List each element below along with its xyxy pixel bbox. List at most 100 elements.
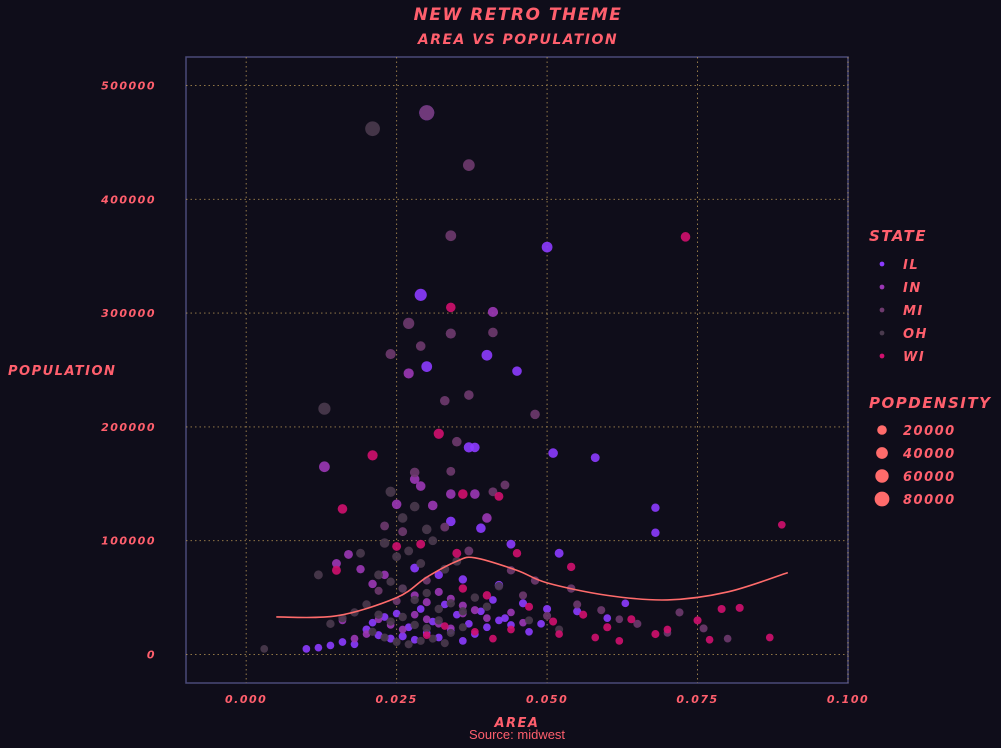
y-tick-label: 400000 xyxy=(100,193,156,206)
data-point-mi xyxy=(633,619,642,628)
legend-size-swatch xyxy=(876,447,888,459)
data-point-mi xyxy=(403,317,415,329)
x-tick-label: 0.025 xyxy=(375,693,417,706)
data-point-oh xyxy=(440,564,450,574)
data-point-oh xyxy=(434,604,443,614)
data-point-in xyxy=(409,474,420,485)
data-point-oh xyxy=(397,513,408,523)
data-point-il xyxy=(651,503,660,512)
data-point-mi xyxy=(415,341,426,351)
data-point-wi xyxy=(705,635,714,644)
data-point-wi xyxy=(512,549,522,558)
data-point-wi xyxy=(735,603,744,612)
y-tick-label: 0 xyxy=(147,649,156,662)
data-point-oh xyxy=(404,640,413,649)
data-point-wi xyxy=(680,232,691,242)
data-point-mi xyxy=(488,487,498,497)
legend-state-label: WI xyxy=(903,350,925,365)
data-point-mi xyxy=(518,591,528,600)
data-point-in xyxy=(391,499,402,510)
data-point-mi xyxy=(452,436,462,447)
data-point-mi xyxy=(675,608,684,617)
data-point-wi xyxy=(367,450,378,461)
data-point-il xyxy=(543,604,552,614)
data-point-wi xyxy=(416,539,426,549)
data-point-oh xyxy=(494,582,504,591)
data-point-mi xyxy=(440,522,450,532)
data-point-oh xyxy=(398,612,407,622)
legend-state-label: IN xyxy=(903,281,922,296)
data-point-in xyxy=(362,630,371,638)
data-point-oh xyxy=(404,546,414,556)
data-point-wi xyxy=(555,630,563,638)
legend-size-swatch xyxy=(877,425,887,435)
data-point-il xyxy=(434,633,443,642)
data-point-wi xyxy=(525,602,534,611)
data-point-il xyxy=(590,453,600,463)
data-point-mi xyxy=(398,527,408,537)
legend-state-swatch xyxy=(879,353,885,359)
data-point-mi xyxy=(500,480,510,490)
data-point-wi xyxy=(765,633,774,642)
data-point-il xyxy=(477,607,485,616)
data-point-il xyxy=(501,614,509,622)
data-point-mi xyxy=(380,521,390,531)
data-point-in xyxy=(487,306,499,318)
x-axis-label: AREA xyxy=(493,716,539,731)
data-point-il xyxy=(537,619,545,628)
data-point-il xyxy=(452,610,461,619)
data-point-in xyxy=(398,625,407,634)
data-point-oh xyxy=(410,620,419,630)
legend-state-swatch xyxy=(879,330,885,336)
data-point-il xyxy=(465,619,473,628)
legend-state-swatch xyxy=(879,307,885,313)
data-point-wi xyxy=(566,562,576,572)
data-point-oh xyxy=(434,616,443,625)
data-point-wi xyxy=(663,625,672,634)
data-point-wi xyxy=(615,637,624,645)
data-point-oh xyxy=(338,613,347,623)
data-point-wi xyxy=(337,504,348,514)
y-tick-label: 200000 xyxy=(101,421,156,434)
data-point-in xyxy=(482,513,492,523)
data-point-oh xyxy=(318,402,331,415)
data-point-oh xyxy=(379,538,390,548)
data-point-wi xyxy=(422,631,431,640)
data-point-il xyxy=(326,641,335,650)
data-point-mi xyxy=(573,600,582,609)
data-point-in xyxy=(483,614,491,622)
data-point-il xyxy=(410,635,419,644)
data-point-wi xyxy=(591,633,600,642)
data-point-oh xyxy=(458,623,467,632)
data-point-oh xyxy=(374,610,383,619)
data-point-oh xyxy=(458,607,468,616)
grid-lines xyxy=(186,57,849,683)
data-point-mi xyxy=(530,576,540,585)
data-point-oh xyxy=(326,619,335,629)
data-point-wi xyxy=(458,489,468,499)
source-caption: Source: midwest xyxy=(469,727,565,742)
data-point-oh xyxy=(313,570,323,580)
y-axis-label: POPULATION xyxy=(8,364,116,379)
data-point-in xyxy=(403,368,414,379)
data-point-in xyxy=(368,579,377,589)
data-point-mi xyxy=(374,586,383,595)
data-point-oh xyxy=(260,645,269,653)
data-point-oh xyxy=(365,121,380,137)
data-point-mi xyxy=(723,634,732,643)
legend-size-label: 40000 xyxy=(902,447,956,462)
y-tick-label: 300000 xyxy=(101,307,156,320)
data-point-il xyxy=(573,607,582,616)
data-point-in xyxy=(470,606,479,615)
data-point-oh xyxy=(446,628,455,637)
data-point-oh xyxy=(428,536,438,546)
data-points xyxy=(260,105,786,653)
data-point-mi xyxy=(446,466,456,476)
y-tick-label: 100000 xyxy=(101,535,156,548)
data-point-il xyxy=(506,539,516,549)
data-point-il xyxy=(302,645,311,653)
data-point-il xyxy=(489,596,497,604)
data-point-wi xyxy=(603,623,612,632)
data-point-in xyxy=(415,481,426,491)
data-point-oh xyxy=(470,593,480,602)
